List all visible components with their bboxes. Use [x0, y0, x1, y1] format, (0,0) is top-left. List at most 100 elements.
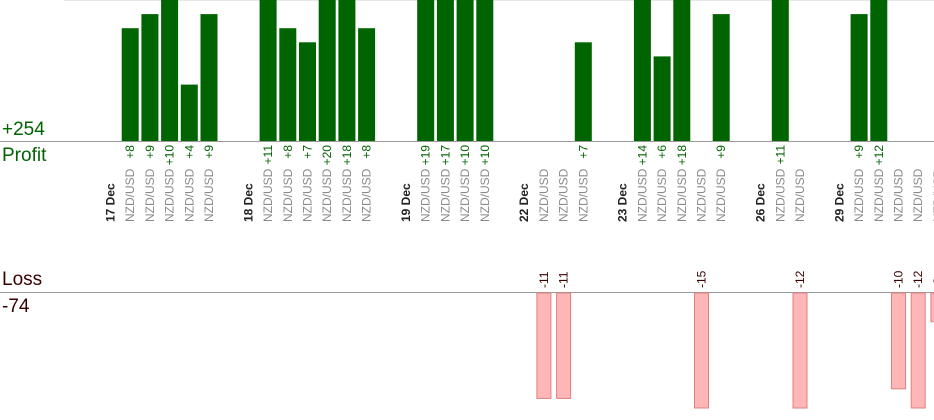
- profit-value-label: +14: [635, 145, 649, 166]
- date-label: 23 Dec: [616, 183, 630, 222]
- profit-value-label: +11: [773, 145, 787, 165]
- pair-label: NZD/USD: [714, 168, 728, 222]
- date-label: 29 Dec: [832, 183, 846, 222]
- loss-value-label: -12: [911, 270, 925, 288]
- profit-bar: [259, 0, 277, 141]
- pair-label: NZD/USD: [793, 168, 807, 222]
- pair-label: NZD/USD: [537, 168, 551, 222]
- profit-value-label: +8: [123, 145, 137, 159]
- date-label: 17 Dec: [104, 183, 118, 222]
- profit-bar: [771, 0, 789, 141]
- profit-bar: [417, 0, 435, 141]
- profit-value-label: +7: [301, 145, 315, 159]
- loss-value-label: -11: [537, 271, 551, 288]
- pair-label: NZD/USD: [872, 168, 886, 222]
- loss-bar: [556, 292, 572, 399]
- profit-bar: [338, 0, 356, 141]
- profit-bar: [673, 0, 691, 141]
- profit-bar: [653, 56, 671, 141]
- loss-value-label: -15: [695, 270, 709, 288]
- pair-label: NZD/USD: [478, 168, 492, 222]
- profit-bar: [712, 14, 730, 142]
- profit-bar: [279, 28, 297, 142]
- pair-label: NZD/USD: [695, 168, 709, 222]
- profit-value-label: +18: [340, 145, 354, 166]
- pair-label: NZD/USD: [773, 168, 787, 222]
- pair-label: NZD/USD: [576, 168, 590, 222]
- loss-bar: [910, 292, 926, 409]
- date-label: 26 Dec: [754, 183, 768, 222]
- profit-bar: [476, 0, 494, 141]
- pair-label: NZD/USD: [261, 168, 275, 222]
- profit-bar: [161, 0, 179, 141]
- pair-label: NZD/USD: [852, 168, 866, 222]
- pair-label: NZD/USD: [360, 168, 374, 222]
- profit-bar: [200, 14, 218, 142]
- loss-bar: [891, 292, 906, 390]
- profit-value-label: +19: [419, 145, 433, 166]
- profit-value-label: +8: [360, 145, 374, 159]
- pair-label: NZD/USD: [458, 168, 472, 222]
- pair-label: NZD/USD: [340, 168, 354, 222]
- date-label: 19 Dec: [399, 183, 413, 222]
- profit-bar: [633, 0, 651, 141]
- profit-value-label: +6: [655, 145, 669, 159]
- profit-value-label: +11: [261, 145, 275, 165]
- loss-bar: [930, 292, 934, 323]
- profit-value-label: +17: [438, 145, 452, 166]
- date-label: 22 Dec: [517, 183, 531, 222]
- loss-total: -74: [2, 296, 30, 317]
- pair-label: NZD/USD: [301, 168, 315, 222]
- pair-label: NZD/USD: [419, 168, 433, 222]
- loss-bar: [694, 292, 709, 409]
- pair-label: NZD/USD: [438, 168, 452, 222]
- profit-bar: [318, 0, 336, 141]
- profit-bar: [870, 0, 888, 141]
- loss-value-label: -10: [892, 270, 906, 288]
- pair-label: NZD/USD: [911, 168, 925, 222]
- profit-total: +254: [2, 119, 45, 140]
- pair-label: NZD/USD: [931, 168, 934, 222]
- pair-label: NZD/USD: [143, 168, 157, 222]
- profit-bar: [358, 28, 376, 142]
- pair-label: NZD/USD: [320, 168, 334, 222]
- pair-label: NZD/USD: [123, 168, 137, 222]
- loss-value-label: -3: [931, 277, 934, 288]
- profit-bar: [180, 84, 198, 141]
- pair-label: NZD/USD: [163, 168, 177, 222]
- profit-value-label: +20: [320, 145, 334, 166]
- profit-value-label: +7: [576, 145, 590, 159]
- profit-bar: [574, 42, 592, 141]
- loss-bar: [792, 292, 808, 409]
- profit-value-label: +4: [182, 145, 196, 159]
- pair-label: NZD/USD: [281, 168, 295, 222]
- pair-label: NZD/USD: [182, 168, 196, 222]
- loss-label: Loss: [2, 269, 43, 290]
- profit-value-label: +9: [202, 145, 216, 159]
- profit-value-label: +9: [852, 145, 866, 159]
- profit-label: Profit: [2, 145, 47, 166]
- profit-bar: [456, 0, 474, 141]
- profit-value-label: +12: [872, 145, 886, 166]
- pair-label: NZD/USD: [892, 168, 906, 222]
- profit-bar: [299, 42, 316, 141]
- pair-label: NZD/USD: [635, 168, 649, 222]
- profit-bar: [850, 14, 868, 142]
- pair-label: NZD/USD: [675, 168, 689, 222]
- loss-value-label: -12: [793, 270, 807, 288]
- pair-label: NZD/USD: [557, 168, 571, 222]
- profit-value-label: +10: [458, 145, 472, 166]
- pair-label: NZD/USD: [202, 168, 216, 222]
- date-label: 18 Dec: [241, 183, 255, 222]
- profit-value-label: +9: [143, 145, 157, 159]
- profit-bar: [141, 14, 159, 142]
- loss-bar: [536, 292, 552, 399]
- profit-value-label: +10: [163, 145, 177, 166]
- profit-bar: [121, 28, 139, 142]
- profit-value-label: +18: [675, 145, 689, 166]
- pair-label: NZD/USD: [655, 168, 669, 222]
- profit-value-label: +10: [478, 145, 492, 166]
- loss-value-label: -11: [557, 271, 571, 288]
- profit-bar: [436, 0, 454, 141]
